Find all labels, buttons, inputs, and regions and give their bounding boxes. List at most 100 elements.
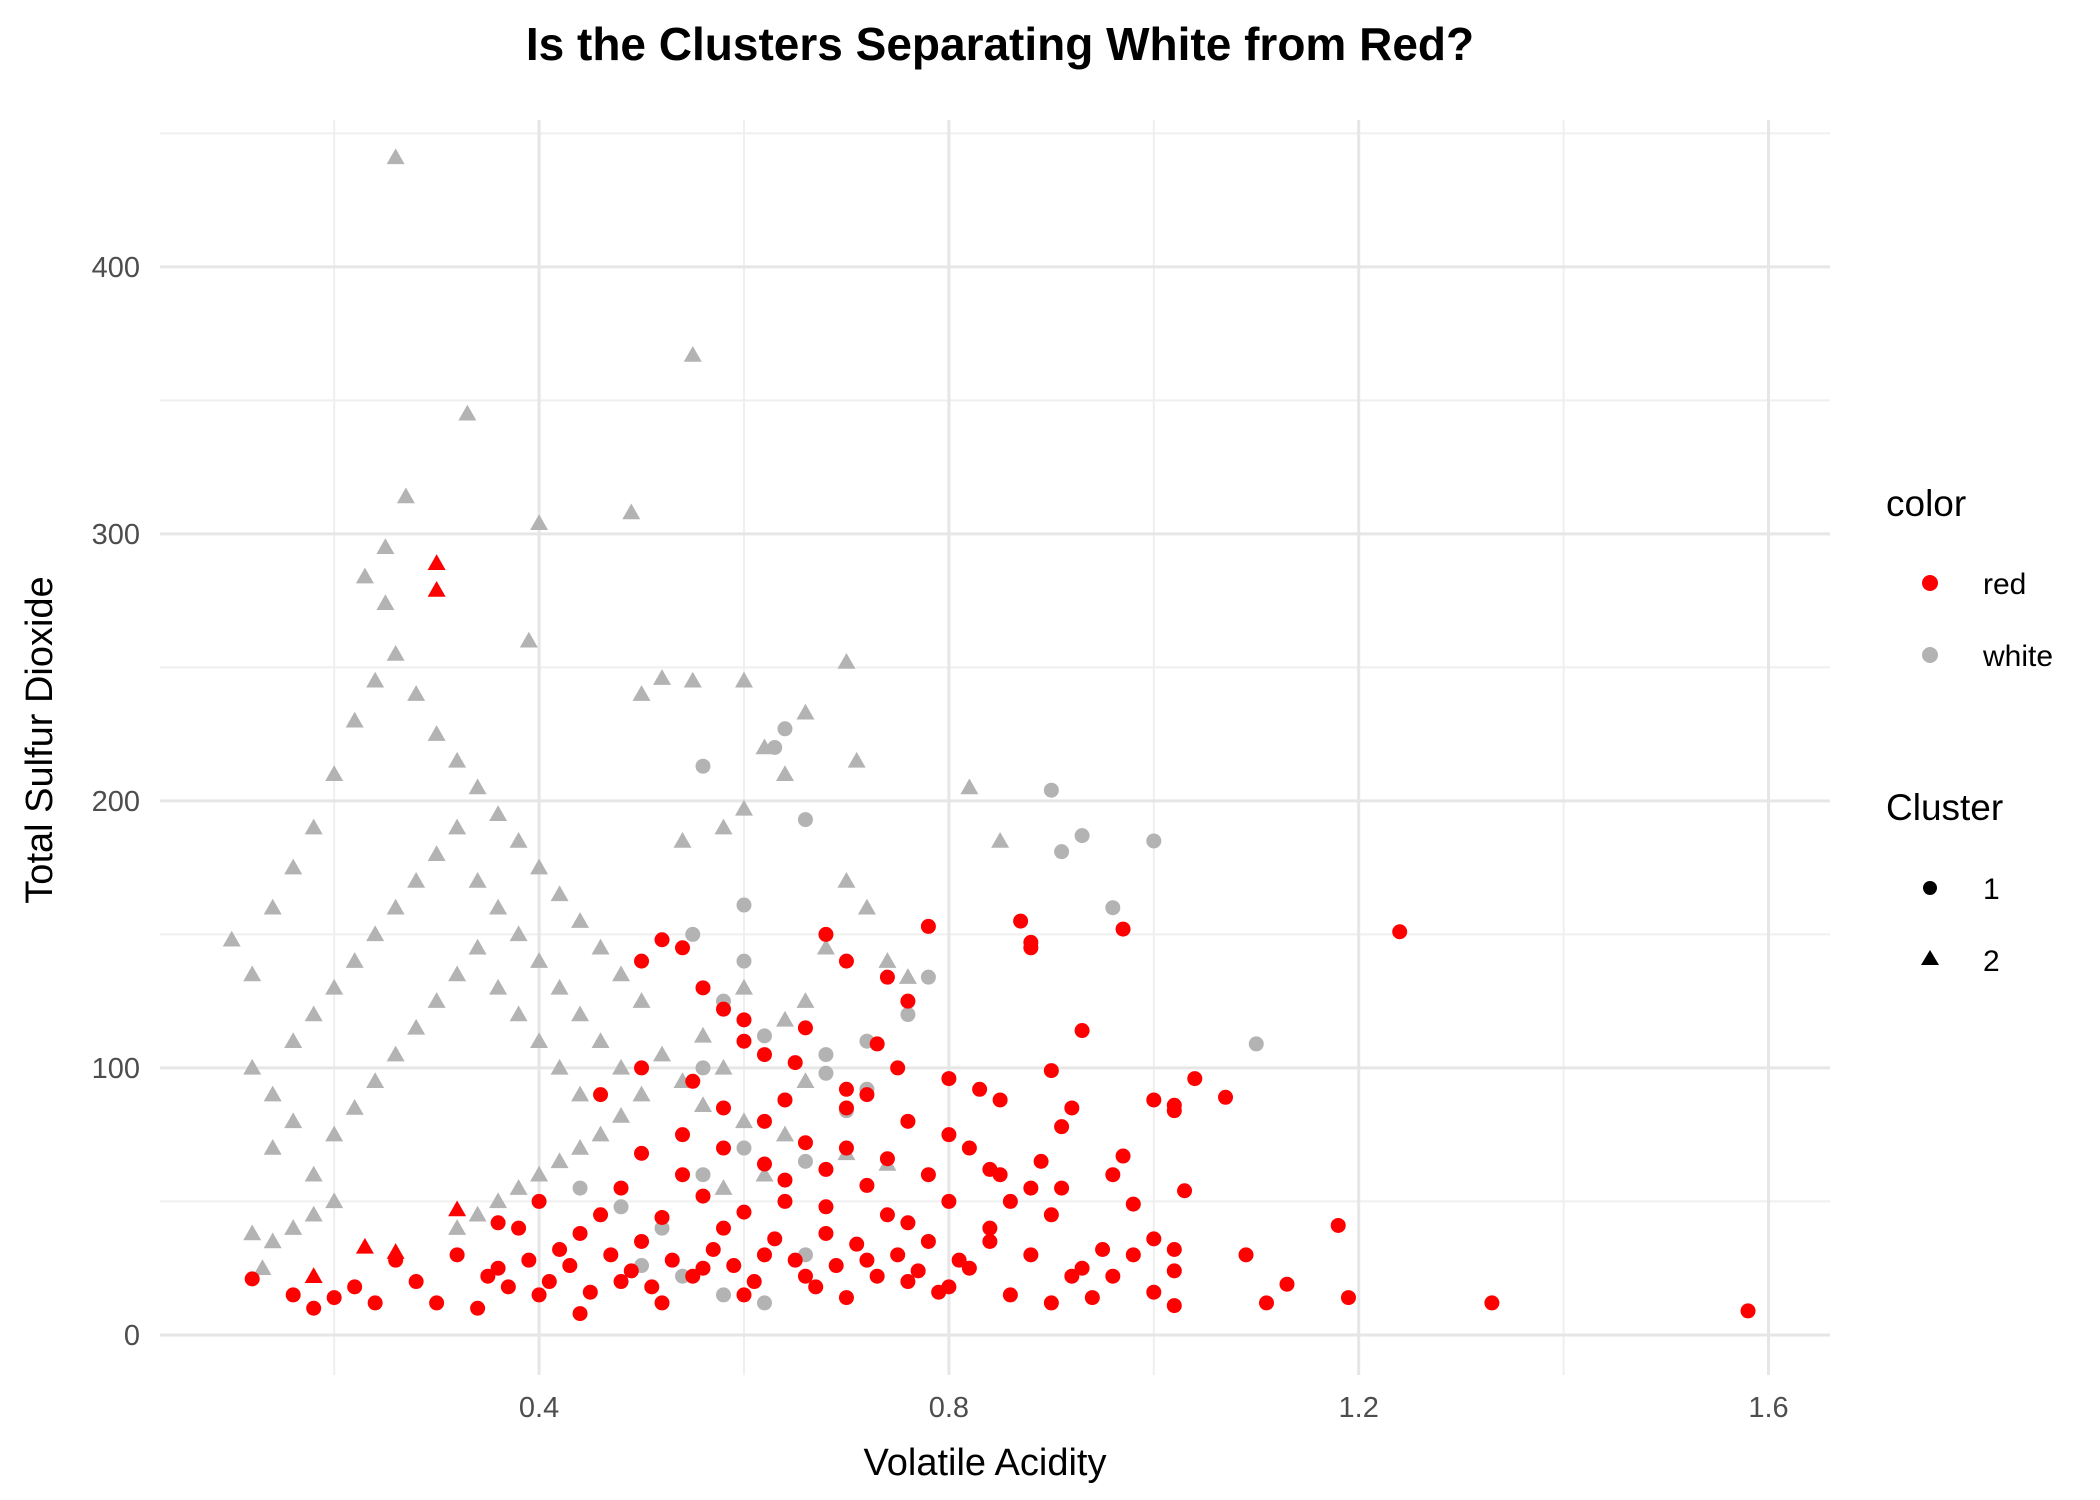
y-tick-label: 400 (92, 252, 140, 284)
data-point-white-cluster-2 (775, 1125, 794, 1142)
data-point-red-cluster-1 (1218, 1089, 1234, 1105)
data-point-red-cluster-1 (367, 1295, 383, 1311)
data-point-red-cluster-1 (1392, 924, 1408, 940)
data-point-red-cluster-1 (859, 1177, 875, 1193)
gridlines (160, 120, 1830, 1375)
y-axis-title: Total Sulfur Dioxide (19, 576, 61, 903)
data-point-red-cluster-1 (572, 1225, 588, 1241)
data-point-white-cluster-2 (530, 1032, 549, 1048)
data-point-red-cluster-1 (900, 993, 916, 1009)
data-point-red-cluster-1 (849, 1236, 865, 1252)
data-point-white-cluster-1 (736, 1140, 752, 1156)
data-point-red-cluster-1 (1279, 1276, 1295, 1292)
data-point-white-cluster-2 (591, 938, 610, 955)
data-point-white-cluster-2 (550, 1058, 569, 1075)
data-point-red-cluster-1 (408, 1274, 424, 1290)
data-point-white-cluster-2 (448, 818, 467, 835)
data-point-white-cluster-2 (694, 1026, 713, 1043)
data-point-red-cluster-1 (1177, 1183, 1193, 1199)
data-point-white-cluster-2 (509, 831, 528, 848)
data-point-red-cluster-1 (756, 1156, 772, 1172)
data-point-white-cluster-2 (612, 1106, 631, 1123)
data-point-red-cluster-1 (634, 1060, 650, 1076)
data-point-white-cluster-1 (695, 1167, 711, 1183)
data-point-white-cluster-1 (1043, 782, 1059, 798)
legend-label-white: white (1982, 640, 2053, 673)
data-point-white-cluster-1 (695, 758, 711, 774)
data-point-red-cluster-1 (306, 1300, 322, 1316)
data-point-red-cluster-1 (449, 1247, 465, 1263)
data-point-white-cluster-2 (734, 799, 753, 816)
data-point-red-cluster-1 (767, 1231, 783, 1247)
data-point-white-cluster-2 (345, 952, 364, 968)
data-point-red-cluster-1 (1115, 1148, 1131, 1164)
data-point-red-cluster-1 (838, 953, 854, 969)
data-point-red-cluster-1 (552, 1242, 568, 1257)
data-point-white-cluster-2 (622, 503, 641, 520)
data-point-white-cluster-2 (653, 1045, 672, 1062)
data-point-white-cluster-2 (376, 538, 395, 554)
data-point-red-cluster-1 (890, 1060, 906, 1076)
data-point-white-cluster-2 (837, 653, 856, 669)
data-point-red-cluster-1 (1054, 1119, 1070, 1135)
data-point-red-cluster-1 (1484, 1295, 1500, 1311)
data-point-red-cluster-1 (777, 1172, 793, 1188)
data-point-red-cluster-1 (613, 1274, 629, 1290)
data-point-white-cluster-2 (530, 1165, 549, 1182)
data-point-white-cluster-1 (797, 1153, 813, 1169)
data-point-red-cluster-1 (695, 1260, 711, 1276)
data-point-white-cluster-2 (796, 1072, 815, 1089)
data-point-red-cluster-1 (1166, 1263, 1182, 1279)
data-point-red-cluster-1 (634, 953, 650, 969)
data-point-white-cluster-1 (685, 926, 701, 942)
data-point-white-cluster-2 (612, 965, 631, 982)
data-point-red-cluster-1 (797, 1020, 813, 1036)
data-point-red-cluster-1 (900, 1113, 916, 1129)
data-point-red-cluster-1 (1074, 1260, 1090, 1276)
data-point-red-cluster-1 (756, 1247, 772, 1263)
data-point-white-cluster-2 (509, 925, 528, 942)
data-point-white-cluster-2 (427, 992, 446, 1008)
data-point-white-cluster-2 (222, 930, 241, 947)
data-point-white-cluster-1 (797, 812, 813, 828)
data-point-red-cluster-1 (941, 1193, 957, 1209)
data-point-white-cluster-2 (489, 805, 508, 822)
data-point-red-cluster-1 (654, 1209, 670, 1225)
legend-swatch-cluster-2 (1921, 950, 1939, 965)
data-point-red-cluster-1 (838, 1290, 854, 1306)
data-point-white-cluster-2 (304, 1165, 323, 1182)
data-point-red-cluster-1 (941, 1071, 957, 1087)
data-point-red-cluster-1 (675, 940, 691, 956)
data-point-red-cluster-1 (685, 1073, 701, 1089)
data-point-red-cluster-1 (1033, 1153, 1049, 1169)
data-point-red-cluster-1 (347, 1279, 363, 1295)
y-tick-label: 200 (92, 786, 140, 818)
data-point-white-cluster-2 (519, 631, 538, 648)
data-point-red-cluster-1 (869, 1268, 885, 1284)
data-point-red-cluster-1 (562, 1258, 578, 1274)
data-point-red-cluster-1 (1330, 1217, 1346, 1233)
data-point-white-cluster-2 (632, 1085, 651, 1102)
data-point-red-cluster-1 (1095, 1242, 1111, 1257)
data-point-white-cluster-1 (1074, 828, 1090, 844)
data-point-white-cluster-2 (448, 1219, 467, 1235)
data-point-white-cluster-2 (304, 1205, 323, 1222)
data-point-white-cluster-2 (550, 978, 569, 995)
data-point-red-cluster-1 (511, 1220, 527, 1236)
data-point-red-cluster-1 (859, 1087, 875, 1103)
legend-label-cluster-2: 2 (1983, 945, 2000, 978)
data-point-white-cluster-2 (571, 912, 590, 928)
data-point-white-cluster-2 (796, 992, 815, 1008)
x-tick-label: 0.8 (929, 1392, 969, 1424)
data-point-red-cluster-1 (470, 1300, 486, 1316)
data-point-red-cluster-1 (429, 1295, 445, 1311)
data-point-white-cluster-2 (448, 751, 467, 768)
data-point-white-cluster-1 (572, 1180, 588, 1196)
data-point-white-cluster-2 (878, 952, 897, 968)
data-point-red-cluster-1 (1259, 1295, 1275, 1311)
data-point-white-cluster-2 (653, 669, 672, 685)
data-point-red-cluster-1 (982, 1233, 998, 1249)
data-point-white-cluster-2 (345, 1098, 364, 1115)
data-point-white-cluster-2 (960, 778, 979, 795)
data-point-red-cluster-1 (910, 1263, 926, 1279)
